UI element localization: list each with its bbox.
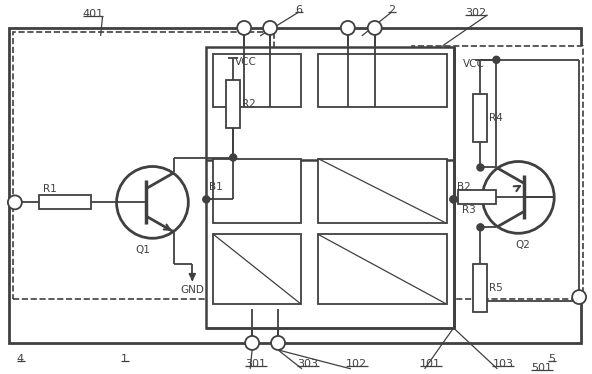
- Bar: [318, 54, 446, 107]
- Text: 302: 302: [465, 8, 487, 18]
- Circle shape: [450, 196, 457, 203]
- Circle shape: [271, 336, 285, 350]
- Circle shape: [493, 56, 500, 63]
- Text: 2: 2: [388, 5, 395, 15]
- Circle shape: [263, 21, 277, 35]
- Circle shape: [477, 164, 484, 171]
- Bar: [39, 195, 91, 209]
- Text: R4: R4: [490, 113, 503, 123]
- Circle shape: [572, 290, 586, 304]
- Bar: [458, 190, 496, 204]
- Circle shape: [450, 196, 457, 203]
- Circle shape: [245, 336, 259, 350]
- Text: 501: 501: [531, 363, 552, 373]
- Text: VCC: VCC: [462, 59, 484, 69]
- Text: R2: R2: [242, 99, 256, 109]
- Bar: [318, 159, 446, 223]
- Circle shape: [8, 195, 22, 209]
- Bar: [474, 264, 487, 312]
- Text: 102: 102: [346, 359, 367, 369]
- Text: 303: 303: [297, 359, 318, 369]
- Text: R3: R3: [462, 205, 476, 215]
- Text: VCC: VCC: [235, 57, 257, 67]
- Text: 103: 103: [493, 359, 513, 369]
- Bar: [318, 234, 446, 304]
- Bar: [213, 234, 301, 304]
- Text: Q1: Q1: [135, 245, 150, 255]
- Text: 1: 1: [121, 354, 127, 364]
- Bar: [213, 54, 301, 107]
- Circle shape: [237, 21, 251, 35]
- Text: Q2: Q2: [516, 240, 531, 250]
- Bar: [226, 80, 240, 128]
- Circle shape: [477, 224, 484, 231]
- Circle shape: [230, 154, 237, 161]
- Circle shape: [368, 21, 382, 35]
- Circle shape: [117, 166, 188, 238]
- Text: 101: 101: [420, 359, 440, 369]
- Text: 4: 4: [17, 354, 24, 364]
- Bar: [213, 159, 301, 223]
- Circle shape: [203, 196, 210, 203]
- Circle shape: [341, 21, 355, 35]
- Text: 6: 6: [295, 5, 302, 15]
- Text: 401: 401: [83, 9, 104, 19]
- Text: 301: 301: [245, 359, 266, 369]
- Bar: [9, 28, 581, 343]
- Text: B1: B1: [209, 183, 223, 192]
- Text: 5: 5: [548, 354, 555, 364]
- Bar: [13, 32, 274, 299]
- Bar: [411, 46, 583, 299]
- Text: GND: GND: [181, 285, 204, 295]
- Text: R5: R5: [490, 283, 503, 293]
- Circle shape: [482, 162, 554, 233]
- Bar: [474, 94, 487, 142]
- Text: R1: R1: [43, 184, 56, 194]
- Bar: [206, 47, 453, 328]
- Text: B2: B2: [456, 183, 470, 192]
